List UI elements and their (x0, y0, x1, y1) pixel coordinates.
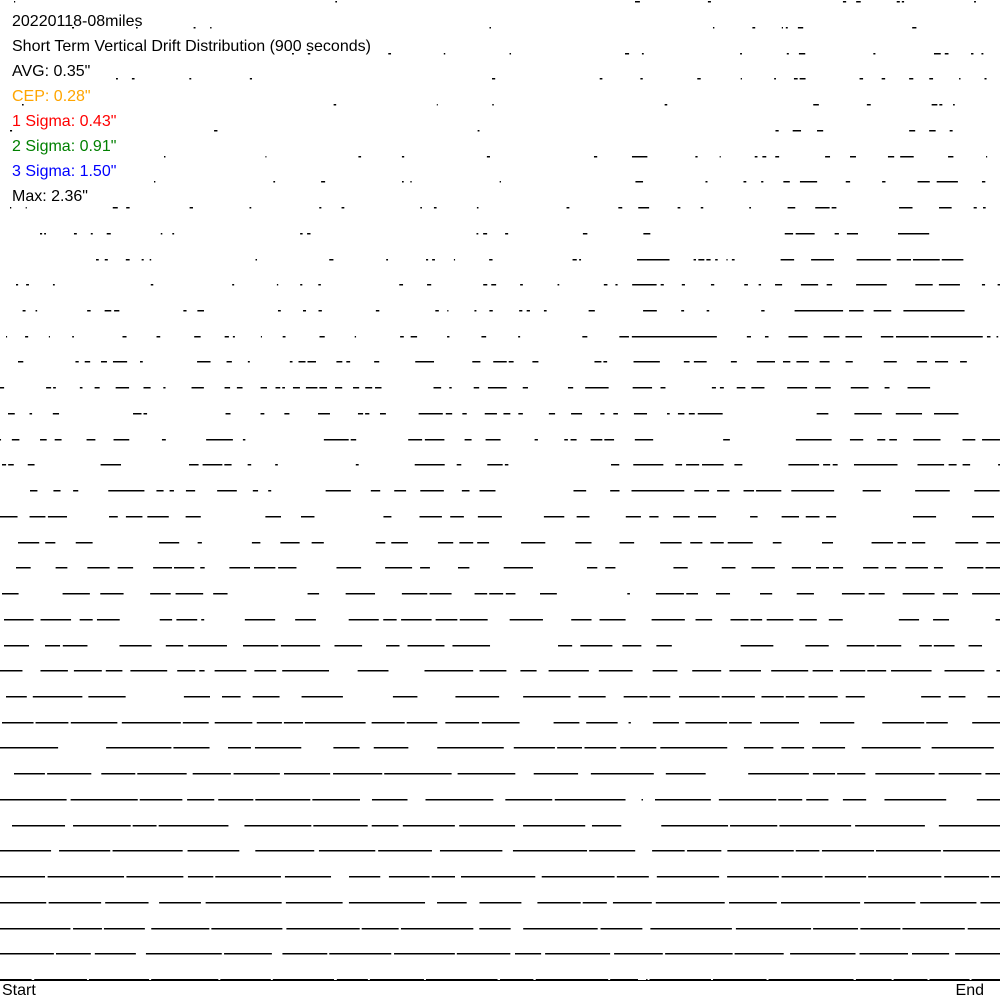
stat-line-3sigma: 3 Sigma: 1.50" (12, 163, 117, 180)
session-label: 20220118-08miles (12, 13, 143, 30)
stat-line-1sigma: 1 Sigma: 0.43" (12, 113, 117, 130)
chart-header: 20220118-08miles Short Term Vertical Dri… (12, 9, 371, 209)
x-axis-start-label: Start (2, 982, 36, 999)
stat-line-avg: AVG: 0.35" (12, 63, 91, 80)
stat-line-2sigma: 2 Sigma: 0.91" (12, 138, 117, 155)
stat-line-max: Max: 2.36" (12, 188, 88, 205)
x-axis-end-label: End (955, 982, 984, 999)
stat-line-cep: CEP: 0.28" (12, 88, 91, 105)
x-axis-line (0, 980, 1000, 982)
chart-title: Short Term Vertical Drift Distribution (… (12, 38, 371, 55)
